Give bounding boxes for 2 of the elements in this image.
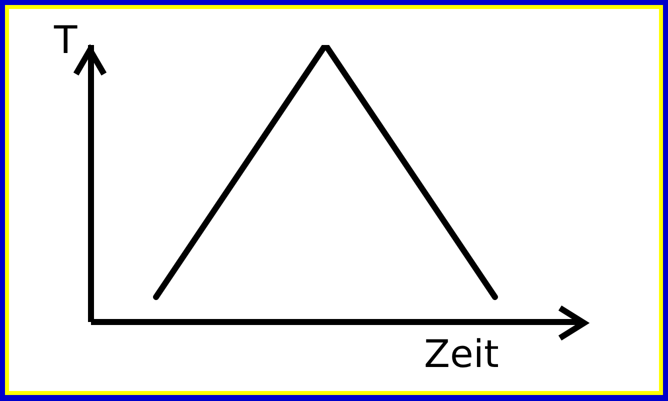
x-axis-title: Zeit: [424, 332, 499, 376]
y-axis-title: T: [54, 18, 78, 62]
